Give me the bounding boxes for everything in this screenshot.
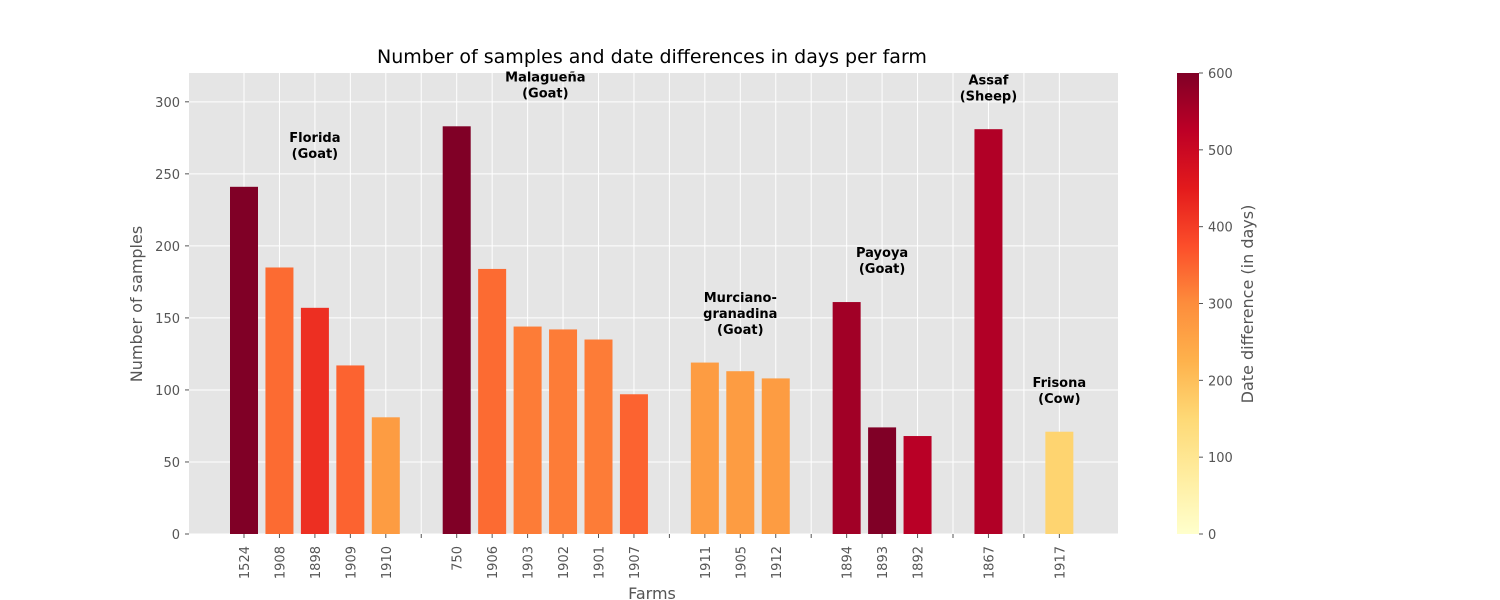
x-tick-label: 1908 [273, 546, 288, 579]
group-label: Frisona (Cow) [1033, 376, 1087, 407]
x-tick-label: 1912 [770, 546, 785, 579]
colorbar [1177, 73, 1199, 534]
bar-1901 [584, 339, 613, 534]
x-tick-label: 1867 [982, 546, 997, 579]
bar-1894 [832, 302, 861, 534]
bar-1903 [513, 326, 542, 534]
colorbar-tick-label: 500 [1208, 144, 1233, 159]
group-labels: Florida (Goat) Malagueña (Goat) Murciano-gra… [289, 70, 1086, 406]
group-label: Payoya (Goat) [856, 246, 908, 277]
group-label: Murciano-granadina (Goat) [703, 291, 777, 338]
y-tick-label: 150 [155, 312, 180, 327]
bars [230, 126, 1074, 534]
x-tick-label: 750 [451, 546, 466, 571]
bar-1898 [300, 307, 329, 534]
y-tick-label: 300 [155, 96, 180, 111]
y-tick-label: 0 [172, 528, 180, 543]
bar-1902 [549, 329, 578, 534]
colorbar-tick-label: 200 [1208, 374, 1233, 389]
group-label: Assaf (Sheep) [960, 73, 1017, 104]
x-tick-label: 1910 [380, 546, 395, 579]
bar-1892 [903, 436, 932, 534]
bar-1524 [230, 186, 258, 534]
colorbar-tick-label: 400 [1208, 221, 1233, 236]
y-tick-label: 250 [155, 168, 180, 183]
x-tick-label: 1894 [841, 546, 856, 579]
x-tick-label: 1892 [912, 546, 927, 579]
x-tick-label: 1902 [557, 546, 572, 579]
bar-1912 [761, 378, 790, 534]
x-tick-label: 1893 [876, 546, 891, 579]
y-tick-labels: 0 50 100 150 200 250 300 [155, 96, 189, 543]
colorbar-ticks: 0 100 200 300 400 500 600 [1199, 67, 1233, 543]
bar-1893 [868, 427, 897, 534]
x-tick-label: 1901 [593, 546, 608, 579]
group-label: Malagueña (Goat) [505, 70, 585, 101]
y-tick-label: 100 [155, 384, 180, 399]
x-tick-label: 1907 [628, 546, 643, 579]
x-tick-label: 1917 [1053, 546, 1068, 579]
group-label: Florida (Goat) [289, 131, 340, 162]
chart-title: Number of samples and date differences i… [377, 46, 927, 68]
bar-1906 [478, 268, 507, 534]
bar-1911 [690, 362, 719, 534]
x-tick-label: 1909 [344, 546, 359, 579]
x-tick-label: 1906 [486, 546, 501, 579]
x-tick-label: 1903 [522, 546, 537, 579]
bar-1907 [619, 394, 648, 534]
x-tick-label: 1905 [734, 546, 749, 579]
bar-1905 [726, 371, 755, 534]
bar-1867 [974, 129, 1003, 534]
x-tick-label: 1524 [238, 546, 253, 579]
y-tick-label: 200 [155, 240, 180, 255]
x-axis-label: Farms [628, 584, 676, 600]
colorbar-tick-label: 600 [1208, 67, 1233, 82]
colorbar-label: Date difference (in days) [1238, 205, 1257, 404]
bar-1908 [265, 267, 294, 534]
x-tick-labels: 1524 1908 1898 1909 1910 750 1906 1903 1902 1901 1… [238, 534, 1068, 579]
y-tick-label: 50 [163, 456, 180, 471]
colorbar-tick-label: 100 [1208, 451, 1233, 466]
colorbar-tick-label: 300 [1208, 298, 1233, 313]
bar-750 [442, 126, 471, 534]
bar-1909 [336, 365, 365, 534]
bar-1917 [1045, 431, 1074, 534]
bar-1910 [371, 417, 400, 534]
y-axis-label: Number of samples [127, 226, 146, 382]
x-tick-label: 1911 [699, 546, 714, 579]
colorbar-tick-label: 0 [1208, 528, 1216, 543]
x-tick-label: 1898 [309, 546, 324, 579]
